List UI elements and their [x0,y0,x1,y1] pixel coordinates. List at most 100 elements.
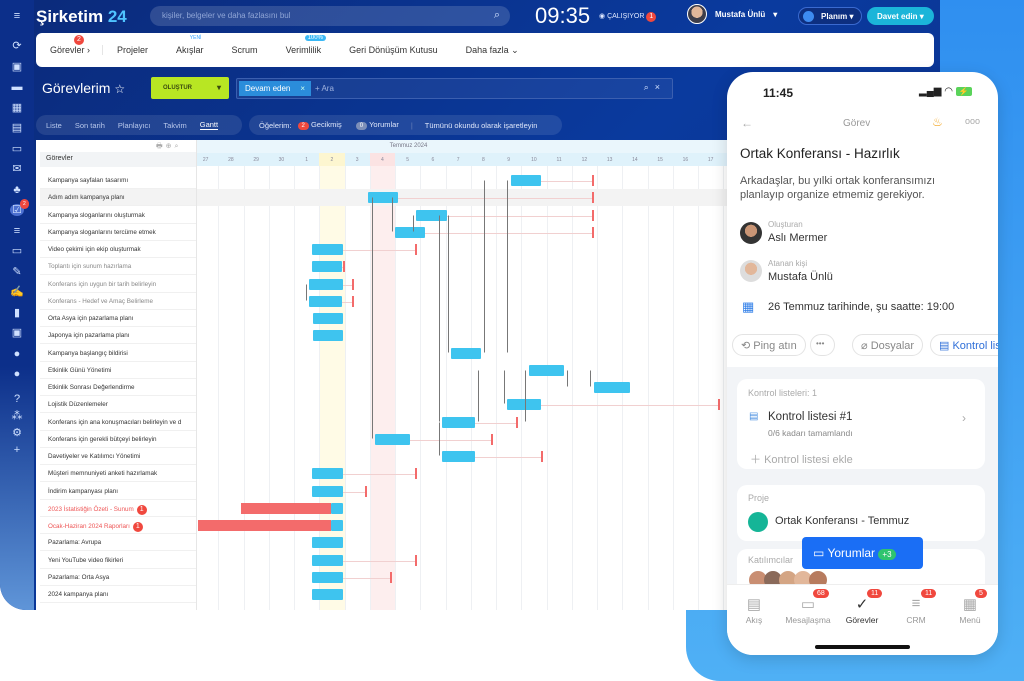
sites-icon[interactable]: ▭ [11,245,23,257]
task-row[interactable]: Yeni YouTube video fikirleri [40,552,196,569]
star-icon[interactable]: ☆ [114,82,126,96]
task-bar[interactable] [312,330,344,342]
nav-2[interactable]: Akışlar YENİ [162,35,218,55]
task-bar[interactable] [311,589,344,600]
task-row[interactable]: Adım adım kampanya planı [40,189,196,207]
docs-icon[interactable]: ▤ [11,122,23,134]
tab-1[interactable]: ▭ Mesajlaşma 68 [781,589,835,625]
task-bar[interactable] [416,209,447,221]
settings-icon[interactable]: ⚙ [12,427,22,439]
analytics-icon[interactable]: ▮ [13,306,21,319]
task-bar[interactable] [309,278,344,290]
task-bar[interactable] [395,226,426,238]
more-icon[interactable]: ● [13,368,21,380]
nav-5[interactable]: Geri Dönüşüm Kutusu [335,45,452,55]
task-bar[interactable] [309,295,342,307]
task-row[interactable]: İndirim kampanyası planı [40,483,196,500]
nav-3[interactable]: Scrum [218,45,272,55]
task-row[interactable]: Etkinlik Sonrası Değerlendirme [40,379,196,396]
task-bar[interactable] [311,571,344,583]
back-icon[interactable]: ← [741,116,753,130]
comments-counter[interactable]: 0 Yorumlar [355,120,399,130]
crm-icon[interactable]: ≡ [13,224,21,237]
view-tab-4[interactable]: Gantt [199,120,219,130]
task-row[interactable]: Konferans için ana konuşmacıları belirle… [40,414,196,431]
search-clear-icons[interactable]: ⌕× [643,82,666,92]
task-bar[interactable] [330,502,344,514]
task-row[interactable]: Kampanya sayfaları tasarımı [40,172,196,189]
calendar-icon[interactable]: ▦ [11,101,23,114]
activity-icon[interactable]: ⟳ [12,40,22,52]
task-bar[interactable] [311,261,342,273]
task-row[interactable]: 2024 kampanya planı [40,586,196,603]
plan-button[interactable]: Planım ▾ [798,7,863,25]
more-button[interactable]: ••• [810,334,835,356]
task-bar[interactable] [368,192,398,204]
tasks-icon[interactable]: ☑ 2 [10,199,29,216]
feed-icon[interactable]: ▣ [11,60,23,73]
contacts-icon[interactable]: ▣ [11,327,23,339]
task-row[interactable]: Pazarlama: Orta Asya [40,569,196,586]
tab-4[interactable]: ▦ Menü 5 [943,589,997,625]
checklist-button[interactable]: ▤ Kontrol listesi [930,334,998,356]
gantt-tools[interactable]: 🖶⊕⌕ [156,143,182,150]
checklist-name[interactable]: Kontrol listesi #1 [768,411,853,423]
task-row[interactable]: Etkinlik Günü Yönetimi [40,362,196,379]
create-button[interactable]: OLUŞTUR [151,77,229,99]
task-bar[interactable] [441,451,475,462]
task-row[interactable]: Toplantı için sunum hazırlama [40,258,196,276]
task-bar[interactable] [311,554,344,566]
nav-6[interactable]: Daha fazla ⌄ [452,45,533,56]
task-bar[interactable] [528,364,565,376]
nav-4[interactable]: Verimlilik 100% [272,35,336,55]
view-tab-0[interactable]: Liste [46,120,62,130]
mark-read-link[interactable]: Tümünü okundu olarak işaretleyin [424,120,538,130]
task-bar[interactable] [312,313,344,324]
tab-3[interactable]: ≡ CRM 11 [889,589,943,625]
mail-icon[interactable]: ✉ [12,163,22,175]
deadline[interactable]: 26 Temmuz tarihinde, şu saatte: 19:00 [768,301,955,313]
structure-icon[interactable]: ⁂ [11,410,23,422]
view-tab-3[interactable]: Takvim [163,120,187,130]
help-icon[interactable]: ? [13,393,21,405]
task-bar[interactable] [330,520,344,531]
task-bar[interactable] [594,382,630,393]
task-row[interactable]: 2023 İstatistiğin Özeti - Sunum 1 [40,500,196,517]
overdue-bar[interactable] [198,520,331,531]
brand-logo[interactable]: Şirketim 24 [36,7,127,26]
nav-1[interactable]: Projeler [103,45,162,55]
task-row[interactable]: Konferans için gerekli bütçeyi belirleyi… [40,431,196,448]
task-row[interactable]: Kampanya sloganlarını oluşturmak [40,207,196,224]
user-menu[interactable]: Mustafa Ünlü ▾ [687,4,777,24]
chat-icon[interactable]: ▬ [11,81,23,93]
comments-button[interactable]: ▭ Yorumlar +3 [802,537,923,569]
team-icon[interactable]: ♣ [13,183,21,196]
task-row[interactable]: Konferans - Hedef ve Amaç Belirleme [40,293,196,310]
task-bar[interactable] [311,537,344,549]
task-bar[interactable] [441,416,475,428]
sign-icon[interactable]: ✍ [10,286,24,298]
task-row[interactable]: Müşteri memnuniyeti anketi hazırlamak [40,465,196,483]
nav-0[interactable]: Görevler › 2 [36,35,104,55]
invite-button[interactable]: Davet edin ▾ [867,7,934,25]
add-icon[interactable]: + [13,444,21,456]
forms-icon[interactable]: ✎ [12,265,22,278]
assignee-name[interactable]: Mustafa Ünlü [768,271,833,283]
task-bar[interactable] [311,468,344,480]
task-row[interactable]: Davetiyeler ve Katılımcı Yönetimi [40,448,196,465]
task-row[interactable]: Japonya için pazarlama planı [40,327,196,345]
task-row[interactable]: Video çekimi için ekip oluşturmak [40,241,196,258]
chevron-right-icon[interactable]: › [962,411,966,425]
store-icon[interactable]: ● [13,347,21,360]
drive-icon[interactable]: ▭ [11,142,23,155]
ping-button[interactable]: ⟲ Ping atın [732,334,806,356]
view-tab-2[interactable]: Planlayıcı [117,120,151,130]
menu-icon[interactable]: ≡ [13,10,21,22]
view-tab-1[interactable]: Son tarih [74,120,105,130]
filter-chip[interactable]: Devam eden × [239,81,311,96]
flame-icon[interactable]: ♨ [932,115,943,129]
task-row[interactable]: Orta Asya için pazarlama planı [40,310,196,327]
search-icon[interactable]: ⌕ [493,9,500,21]
filter-input[interactable]: Devam eden × + Ara ⌕× [236,78,673,99]
add-checklist-button[interactable]: ＋ Kontrol listesi ekle [750,454,853,466]
